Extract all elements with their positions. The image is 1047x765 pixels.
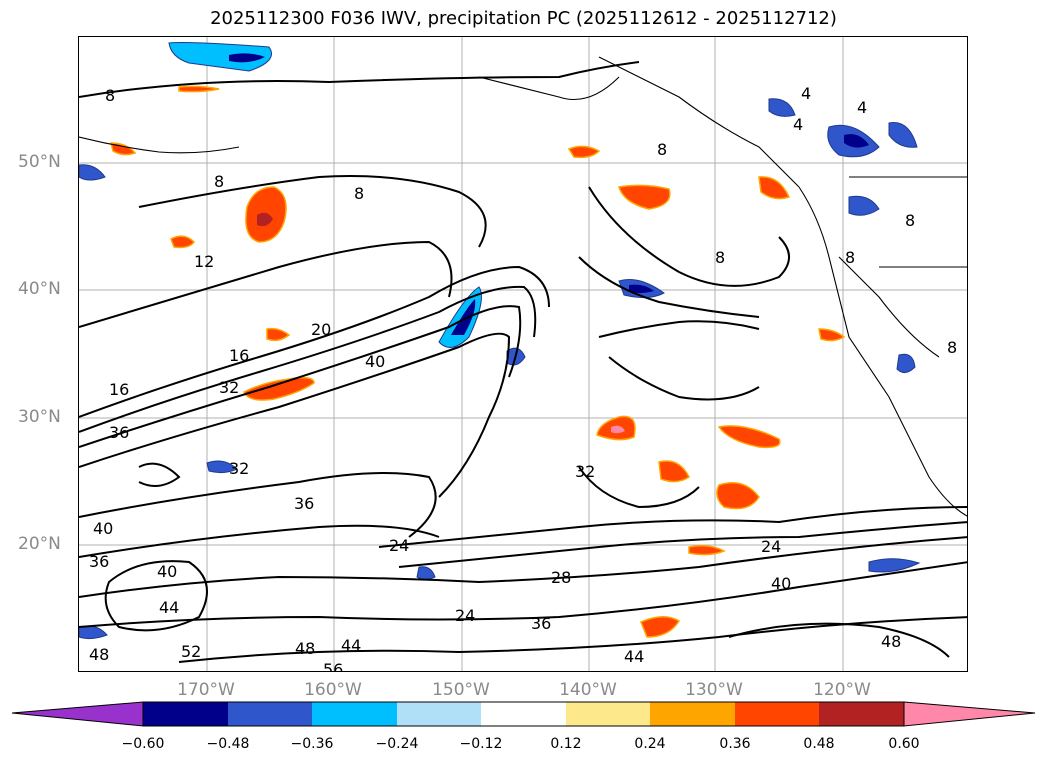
contour-label: 28 bbox=[551, 568, 571, 587]
contour-label: 40 bbox=[365, 352, 385, 371]
colorbar-outline bbox=[142, 701, 905, 727]
contour-label: 36 bbox=[294, 494, 314, 513]
contour-label: 44 bbox=[624, 647, 644, 666]
map-svg: 8 8 8 8 8 8 8 8 4 4 4 12 16 16 20 32 32 … bbox=[79, 37, 967, 672]
lon-label-140w: 140°W bbox=[559, 680, 617, 700]
lon-label-120w: 120°W bbox=[813, 680, 871, 700]
colorbar-bin bbox=[735, 702, 819, 726]
contour-label: 4 bbox=[793, 115, 803, 134]
contour-label: 40 bbox=[93, 519, 113, 538]
lon-label-170w: 170°W bbox=[177, 680, 235, 700]
lat-label-30n: 30°N bbox=[18, 407, 61, 427]
colorbar-tick: 0.60 bbox=[888, 736, 920, 752]
colorbar-bin bbox=[312, 702, 397, 726]
colorbar bbox=[11, 701, 1036, 727]
colorbar-bin bbox=[228, 702, 312, 726]
contour-label: 48 bbox=[295, 639, 315, 658]
colorbar-bin bbox=[397, 702, 481, 726]
contour-label: 40 bbox=[157, 562, 177, 581]
colorbar-bin bbox=[566, 702, 650, 726]
colorbar-bin bbox=[481, 702, 566, 726]
colorbar-tick: −0.48 bbox=[206, 736, 250, 752]
lon-label-160w: 160°W bbox=[304, 680, 362, 700]
colorbar-bin bbox=[143, 702, 228, 726]
contour-label: 40 bbox=[771, 574, 791, 593]
colorbar-tick: 0.48 bbox=[803, 736, 835, 752]
contour-label: 4 bbox=[857, 98, 867, 117]
contour-label: 4 bbox=[801, 84, 811, 103]
lat-label-50n: 50°N bbox=[18, 152, 61, 172]
contour-label: 20 bbox=[311, 320, 331, 339]
lat-label-40n: 40°N bbox=[18, 279, 61, 299]
contour-label: 36 bbox=[109, 423, 129, 442]
colorbar-tick: −0.24 bbox=[375, 736, 419, 752]
contour-label: 36 bbox=[89, 552, 109, 571]
contour-label: 8 bbox=[715, 248, 725, 267]
graticule bbox=[79, 37, 967, 671]
contour-label: 8 bbox=[905, 211, 915, 230]
contour-label: 24 bbox=[389, 536, 409, 555]
iwv-contours bbox=[79, 61, 967, 663]
contour-label: 8 bbox=[214, 172, 224, 191]
contour-label: 8 bbox=[947, 338, 957, 357]
colorbar-under-arrow bbox=[11, 701, 144, 727]
contour-label: 8 bbox=[657, 140, 667, 159]
contour-label: 44 bbox=[341, 636, 361, 655]
lon-label-150w: 150°W bbox=[432, 680, 490, 700]
contour-label: 16 bbox=[229, 346, 249, 365]
colorbar-tick: 0.24 bbox=[634, 736, 666, 752]
contour-label: 12 bbox=[194, 252, 214, 271]
contour-label: 32 bbox=[575, 462, 595, 481]
colorbar-tick: 0.36 bbox=[719, 736, 751, 752]
contour-label: 32 bbox=[219, 378, 239, 397]
coastlines bbox=[79, 56, 967, 517]
colorbar-bin bbox=[819, 702, 904, 726]
colorbar-tick: −0.36 bbox=[290, 736, 334, 752]
contour-label: 48 bbox=[89, 645, 109, 664]
contour-label: 36 bbox=[531, 614, 551, 633]
contour-label: 44 bbox=[159, 598, 179, 617]
contour-label: 8 bbox=[845, 248, 855, 267]
contour-label: 8 bbox=[105, 86, 115, 105]
contour-label: 48 bbox=[881, 632, 901, 651]
precip-negative bbox=[79, 42, 921, 640]
colorbar-tick: −0.60 bbox=[121, 736, 165, 752]
contour-label: 32 bbox=[229, 459, 249, 478]
colorbar-over-arrow bbox=[903, 701, 1036, 727]
colorbar-tick: 0.12 bbox=[550, 736, 582, 752]
lon-label-130w: 130°W bbox=[685, 680, 743, 700]
contour-label: 16 bbox=[109, 380, 129, 399]
colorbar-tick: −0.12 bbox=[459, 736, 503, 752]
colorbar-bin bbox=[650, 702, 735, 726]
map-panel[interactable]: 8 8 8 8 8 8 8 8 4 4 4 12 16 16 20 32 32 … bbox=[78, 36, 968, 672]
contour-labels: 8 8 8 8 8 8 8 8 4 4 4 12 16 16 20 32 32 … bbox=[89, 84, 957, 672]
contour-label: 56 bbox=[323, 660, 343, 672]
contour-label: 24 bbox=[455, 606, 475, 625]
contour-label: 24 bbox=[761, 537, 781, 556]
lat-label-20n: 20°N bbox=[18, 534, 61, 554]
contour-label: 52 bbox=[181, 642, 201, 661]
chart-title: 2025112300 F036 IWV, precipitation PC (2… bbox=[210, 8, 837, 29]
precip-positive bbox=[110, 85, 846, 638]
contour-label: 8 bbox=[354, 184, 364, 203]
